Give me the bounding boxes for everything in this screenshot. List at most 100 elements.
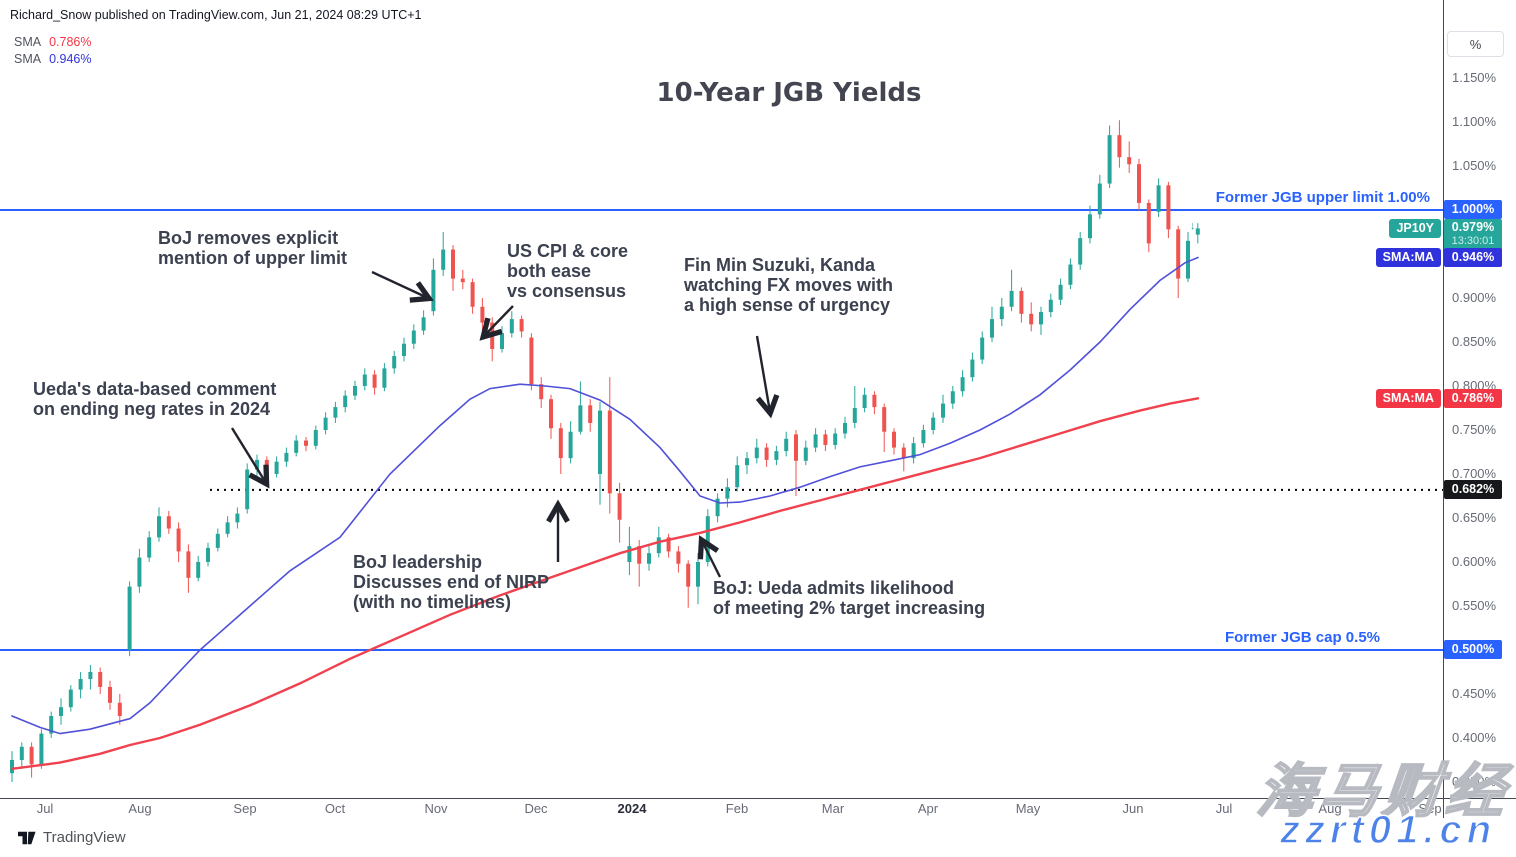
- candle-body: [980, 337, 985, 360]
- annotation-arrow: [371, 270, 434, 303]
- candle-body: [588, 405, 593, 423]
- sma-fast-legend-row[interactable]: SMA 0.946%: [14, 51, 92, 68]
- candle-body: [568, 431, 573, 459]
- candle-body: [598, 410, 602, 474]
- time-tick-label: Aug: [128, 801, 152, 816]
- candlestick-series: [10, 120, 1200, 782]
- price-tick-label: 0.350%: [1452, 773, 1497, 789]
- candle-body: [10, 759, 14, 774]
- candle-body: [578, 405, 583, 432]
- candle-body: [421, 317, 426, 331]
- candle-body: [794, 434, 798, 461]
- candle-body: [88, 671, 93, 680]
- tradingview-logo-mark: [18, 831, 36, 844]
- candle-body: [411, 330, 416, 344]
- time-tick-label: Mar: [821, 801, 845, 816]
- candle-body: [843, 422, 847, 434]
- candle-body: [39, 733, 44, 765]
- candle-body: [892, 431, 896, 448]
- candle-body: [558, 428, 563, 459]
- watermark-url: zzrt01.cn: [1279, 807, 1497, 853]
- sma-slow-line: [10, 397, 1200, 770]
- candle-body: [1009, 290, 1014, 307]
- candle-body: [157, 516, 161, 538]
- time-tick-label: Jul: [1215, 801, 1233, 816]
- price-tick-label: 0.450%: [1452, 685, 1497, 701]
- candle-body: [911, 443, 916, 459]
- candle-body: [470, 282, 475, 307]
- price-badge: 1.000%: [1444, 200, 1502, 220]
- candle-body: [696, 561, 700, 587]
- sma-slow-legend-label: SMA: [14, 35, 42, 49]
- candle-body: [480, 306, 485, 323]
- candle-body: [686, 563, 691, 587]
- candle-body: [627, 546, 632, 562]
- candle-body: [460, 278, 465, 283]
- candle-body: [284, 452, 289, 462]
- candle-body: [1195, 228, 1200, 235]
- candle-body: [274, 461, 279, 474]
- candle-body: [313, 429, 318, 446]
- sma-slow-legend-row[interactable]: SMA 0.786%: [14, 34, 92, 51]
- unit-percent-button[interactable]: %: [1447, 31, 1504, 57]
- candle-body: [901, 447, 906, 459]
- sma-slow-legend-value: 0.786%: [49, 35, 92, 49]
- candle-body: [715, 498, 720, 517]
- candle-body: [960, 377, 965, 392]
- candle-body: [29, 746, 34, 765]
- price-badge: 0.682%: [1444, 480, 1502, 500]
- candle-body: [49, 715, 54, 734]
- candle-body: [1166, 185, 1171, 230]
- chart-canvas[interactable]: ↓: [0, 0, 1516, 798]
- time-tick-label: Oct: [324, 801, 346, 816]
- time-tick-label: Jul: [36, 801, 54, 816]
- time-axis-separator: [0, 798, 1516, 799]
- candle-body: [264, 459, 269, 474]
- price-tick-label: 1.150%: [1452, 69, 1497, 85]
- candle-body: [1019, 290, 1024, 314]
- candle-body: [1146, 202, 1151, 244]
- tradingview-logo[interactable]: TradingView: [18, 829, 126, 846]
- time-axis[interactable]: Jul Aug Sep Oct Nov Dec 2024 Feb Mar Apr May Jun Jul…: [0, 798, 1516, 824]
- candle-body: [98, 671, 103, 687]
- time-tick-label: Dec: [524, 801, 548, 816]
- indicator-legend: SMA 0.786% SMA 0.946%: [14, 34, 92, 68]
- time-tick-label: 2024: [617, 801, 647, 816]
- annotation-arrow: [697, 535, 722, 578]
- candle-body: [549, 399, 553, 429]
- candle-body: [666, 537, 671, 552]
- candle-body: [745, 458, 749, 466]
- candle-body: [137, 557, 142, 587]
- candle-body: [999, 306, 1004, 320]
- candle-body: [431, 269, 436, 312]
- time-tick-label: Sep: [233, 801, 257, 816]
- candle-body: [823, 434, 828, 445]
- candle-body: [754, 447, 759, 459]
- candle-body: [392, 356, 397, 369]
- price-badge: 0.979% 13:30:01: [1444, 218, 1502, 250]
- candle-body: [19, 746, 24, 760]
- candle-body: [1068, 264, 1073, 285]
- candle-body: [921, 429, 926, 444]
- candle-body: [784, 438, 789, 452]
- price-tick-label: 0.550%: [1452, 597, 1497, 613]
- price-badge: 0.500%: [1444, 640, 1502, 660]
- candle-body: [59, 707, 63, 716]
- candle-body: [529, 337, 534, 385]
- candle-body: [990, 319, 994, 338]
- price-tick-label: 0.850%: [1452, 333, 1497, 349]
- candle-body: [970, 359, 975, 378]
- candle-body: [500, 333, 504, 350]
- candle-body: [1058, 284, 1063, 300]
- tradingview-logo-text: TradingView: [43, 829, 126, 846]
- candle-body: [451, 249, 455, 279]
- annotation-arrow: [230, 427, 270, 489]
- price-tick-label: 0.750%: [1452, 421, 1497, 437]
- candle-body: [362, 374, 367, 386]
- candle-body: [206, 547, 210, 562]
- annotation-arrow: [755, 335, 780, 419]
- candle-body: [372, 374, 377, 388]
- candle-body: [235, 513, 240, 523]
- time-tick-label: May: [1015, 801, 1041, 816]
